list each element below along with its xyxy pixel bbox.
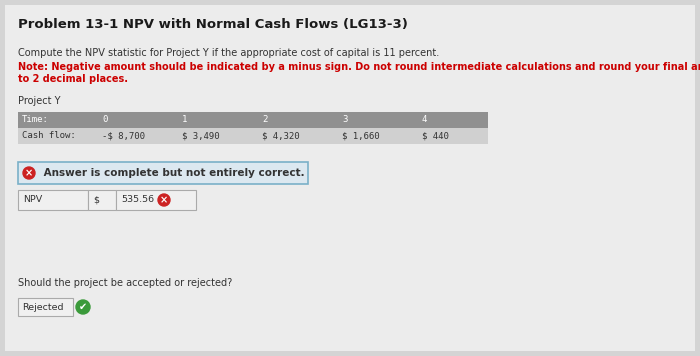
Bar: [18, 162, 308, 184]
Text: to 2 decimal places.: to 2 decimal places.: [18, 74, 128, 84]
Text: Time:: Time:: [22, 115, 49, 125]
Text: Cash flow:: Cash flow:: [22, 131, 76, 141]
Text: $: $: [93, 195, 99, 204]
Text: 2: 2: [262, 115, 267, 125]
Bar: [18, 112, 488, 128]
Text: 4: 4: [422, 115, 428, 125]
Circle shape: [158, 194, 170, 206]
Text: $ 3,490: $ 3,490: [182, 131, 220, 141]
Text: Should the project be accepted or rejected?: Should the project be accepted or reject…: [18, 278, 232, 288]
Text: 0: 0: [102, 115, 107, 125]
Text: ×: ×: [160, 195, 168, 205]
Bar: [18, 298, 73, 316]
Text: NPV: NPV: [23, 195, 42, 204]
Text: $ 4,320: $ 4,320: [262, 131, 300, 141]
Text: Rejected: Rejected: [22, 303, 64, 312]
Text: Project Y: Project Y: [18, 96, 60, 106]
Circle shape: [76, 300, 90, 314]
Text: -$ 8,700: -$ 8,700: [102, 131, 145, 141]
Bar: [18, 128, 488, 144]
Text: Problem 13-1 NPV with Normal Cash Flows (LG13-3): Problem 13-1 NPV with Normal Cash Flows …: [18, 18, 408, 31]
Text: ×: ×: [25, 168, 33, 178]
Bar: [88, 190, 116, 210]
Text: Answer is complete but not entirely correct.: Answer is complete but not entirely corr…: [40, 168, 304, 178]
Text: Note: Negative amount should be indicated by a minus sign. Do not round intermed: Note: Negative amount should be indicate…: [18, 62, 700, 72]
Text: Compute the NPV statistic for Project Y if the appropriate cost of capital is 11: Compute the NPV statistic for Project Y …: [18, 48, 440, 58]
Bar: [116, 190, 196, 210]
Text: $ 1,660: $ 1,660: [342, 131, 379, 141]
Circle shape: [23, 167, 35, 179]
Text: 3: 3: [342, 115, 347, 125]
Text: 535.56: 535.56: [121, 195, 154, 204]
Bar: [18, 190, 88, 210]
Text: $ 440: $ 440: [422, 131, 449, 141]
Text: ✔: ✔: [79, 302, 87, 312]
Text: 1: 1: [182, 115, 188, 125]
